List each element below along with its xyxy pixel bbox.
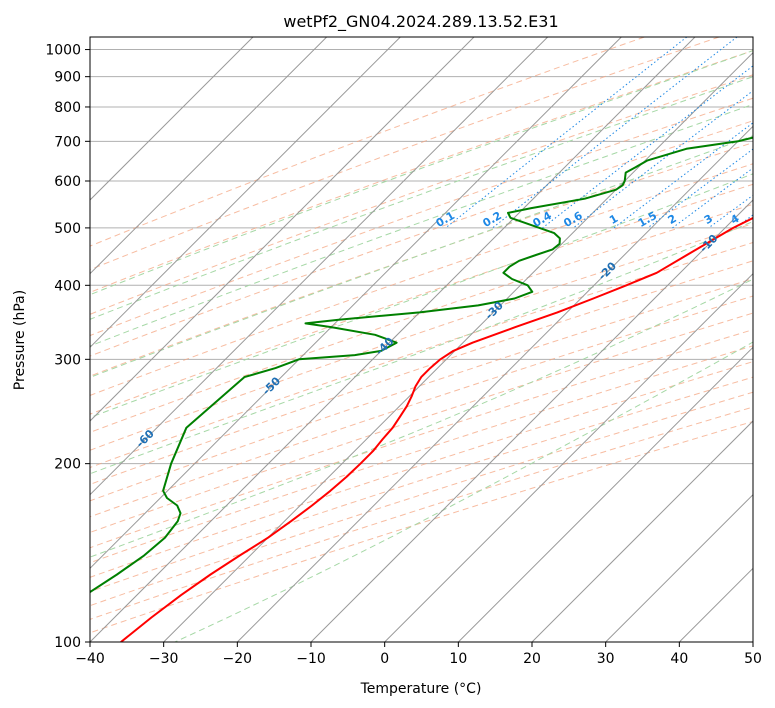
isotherm-line — [531, 420, 753, 642]
y-tick-label: 300 — [54, 352, 81, 368]
x-tick-label: 20 — [523, 651, 541, 667]
dry-adiabat-line — [90, 345, 753, 564]
mixing-ratio-lines — [445, 37, 753, 229]
mixing-ratio-line — [445, 37, 688, 229]
isotherm-line — [384, 272, 753, 642]
grid-layer — [90, 49, 753, 642]
dry-adiabat-line — [90, 329, 753, 549]
x-tick-label: −30 — [149, 651, 179, 667]
x-tick-label: 50 — [744, 651, 762, 667]
y-tick-label: 400 — [54, 278, 81, 294]
y-axis: 100 200 300 400 500 600 700 800 900 1000 — [45, 43, 90, 651]
x-axis: −40 −30 −20 −10 0 10 20 30 40 50 — [75, 642, 762, 667]
temperature-profile-line — [120, 216, 753, 642]
moist-adiabat-line — [90, 278, 753, 558]
y-tick-label: 800 — [54, 100, 81, 116]
isotherm-line — [236, 125, 753, 642]
dry-adiabat-line — [90, 120, 753, 357]
dry-adiabat-line — [90, 163, 753, 396]
mixing-ratio-line — [613, 122, 753, 229]
profile-series — [90, 136, 753, 642]
isotherm-line — [457, 346, 753, 642]
dry-adiabat-line — [90, 142, 753, 377]
x-tick-label: −40 — [75, 651, 105, 667]
moist-adiabat-line — [90, 173, 753, 419]
isotherm-line — [310, 199, 753, 642]
x-tick-label: 40 — [670, 651, 688, 667]
plot-background — [90, 37, 753, 642]
plot-frame — [89, 36, 754, 643]
isotherm-line — [752, 641, 753, 642]
isotherm-line — [90, 37, 328, 275]
chart-title: wetPf2_GN04.2024.289.13.52.E31 — [283, 12, 558, 32]
y-tick-label: 600 — [54, 174, 81, 190]
moist-adiabat-line — [90, 76, 753, 320]
dry-adiabat-line — [90, 361, 753, 578]
x-tick-label: −20 — [223, 651, 253, 667]
isotherm-line — [605, 493, 753, 642]
y-tick-label: 700 — [54, 134, 81, 150]
dry-adiabat-line — [90, 37, 645, 247]
isotherm-line — [90, 37, 622, 570]
mixing-ratio-line — [672, 167, 753, 229]
mixing-ratio-line — [542, 65, 753, 229]
y-tick-label: 900 — [54, 70, 81, 86]
x-tick-label: 0 — [380, 651, 389, 667]
dewpoint-profile-line — [90, 136, 753, 594]
isotherm-line — [90, 37, 254, 201]
dry-adiabat-line — [90, 183, 753, 415]
isotherm-line — [90, 37, 401, 349]
y-axis-label: Pressure (hPa) — [12, 290, 28, 390]
isotherms — [90, 37, 753, 642]
y-tick-label: 1000 — [45, 43, 81, 59]
dry-adiabat-line — [90, 50, 753, 293]
moist-adiabat-line — [90, 50, 753, 296]
y-tick-label: 100 — [54, 635, 81, 651]
y-tick-label: 500 — [54, 221, 81, 237]
isotherm-line — [90, 37, 549, 496]
y-tick-label: 200 — [54, 457, 81, 473]
dry-adiabat-line — [90, 97, 753, 337]
x-axis-label: Temperature (°C) — [360, 681, 482, 697]
x-tick-label: −10 — [296, 651, 326, 667]
x-tick-label: 10 — [449, 651, 467, 667]
isotherm-line — [90, 37, 696, 642]
dry-adiabats — [90, 37, 753, 634]
isotherm-line — [163, 51, 753, 642]
moist-adiabats — [90, 50, 753, 642]
x-tick-label: 30 — [597, 651, 615, 667]
isotherm-line — [90, 37, 475, 422]
dry-adiabat-line — [90, 37, 720, 271]
